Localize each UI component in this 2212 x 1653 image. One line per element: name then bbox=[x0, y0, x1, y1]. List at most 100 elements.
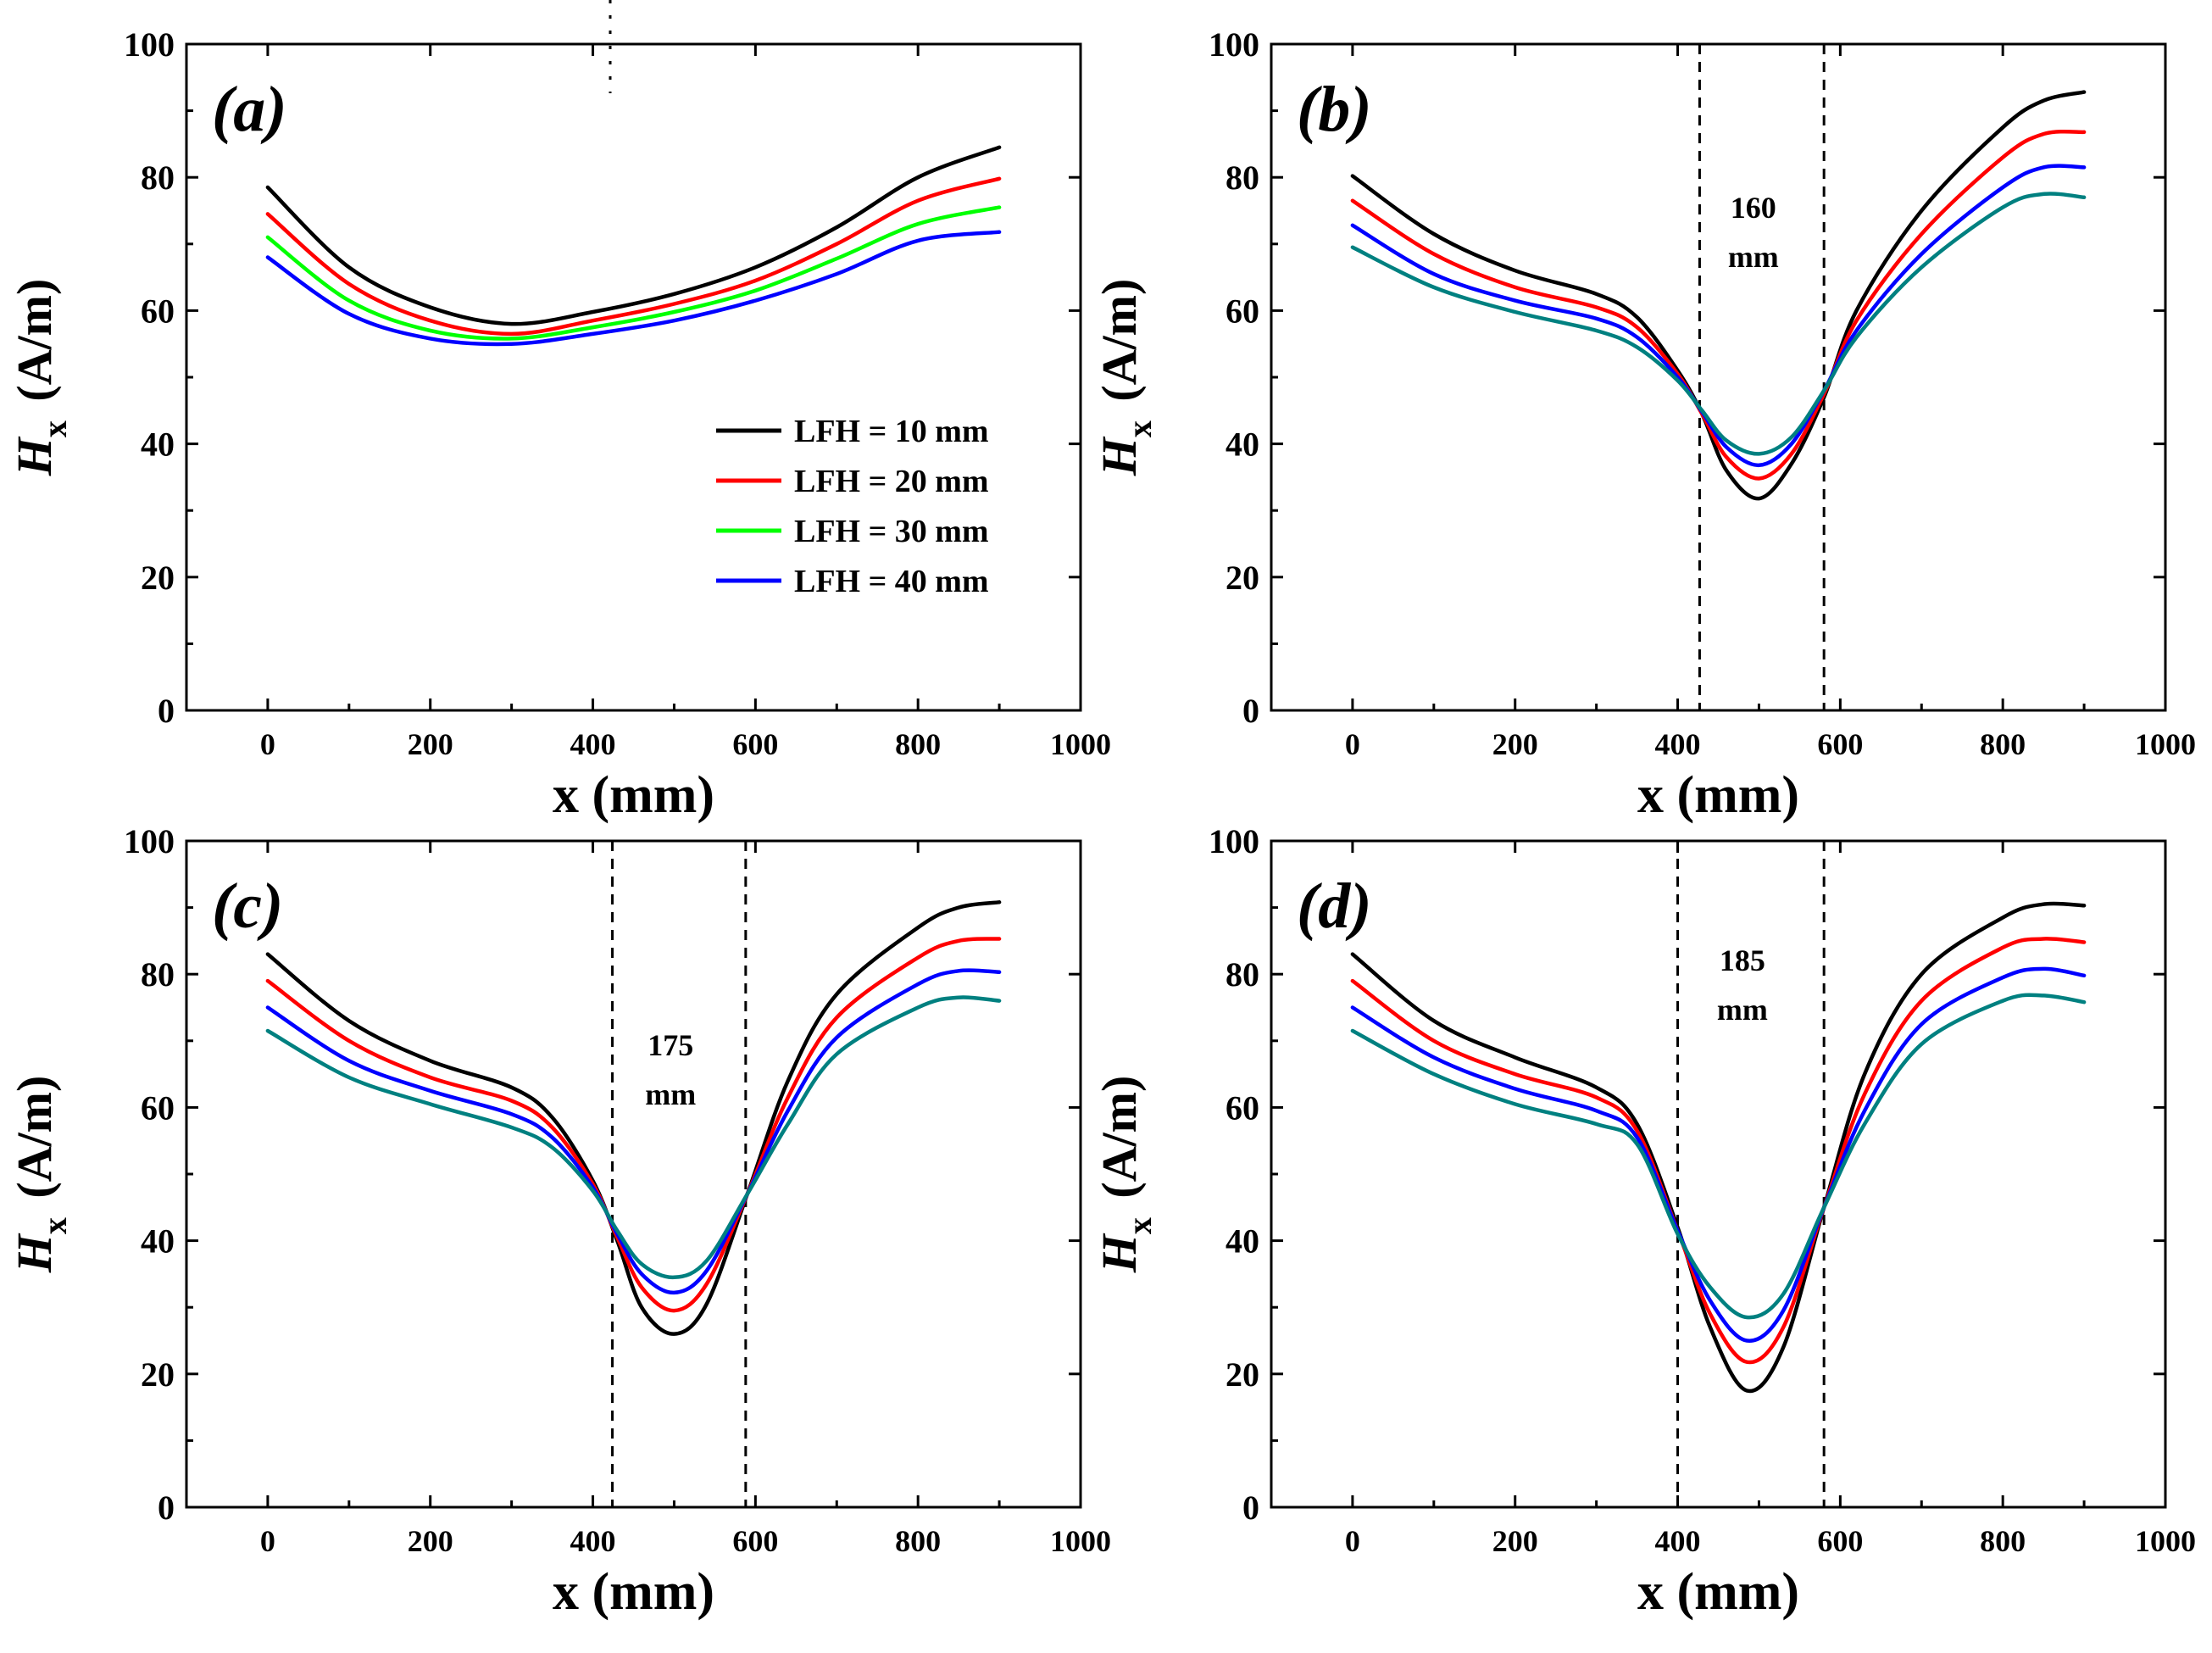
x-tick-label: 1000 bbox=[2135, 1524, 2196, 1558]
x-tick-label: 800 bbox=[1980, 727, 2026, 761]
series-line-lfh-10 bbox=[265, 900, 1002, 1336]
panel-3: 0 200 400 600 800 1000 0 20 40 60 80 100 x (mm) Hx (A… bbox=[1092, 822, 2196, 1621]
x-tick-label: 800 bbox=[895, 727, 941, 761]
y-tick-label: 60 bbox=[1225, 1088, 1259, 1127]
series-line-lfh-10 bbox=[1350, 90, 2087, 501]
x-tick-label: 1000 bbox=[1050, 1524, 1111, 1558]
y-axis-label-unit: (A/m) bbox=[7, 279, 62, 414]
x-tick-label: 0 bbox=[260, 1524, 275, 1558]
x-tick-label: 200 bbox=[1492, 1524, 1538, 1558]
x-axis-label: x (mm) bbox=[1637, 1563, 1799, 1621]
y-axis-label-symbol: H bbox=[7, 436, 62, 476]
x-tick-label: 600 bbox=[1817, 727, 1863, 761]
y-tick-label: 80 bbox=[1225, 159, 1259, 197]
x-tick-label: 0 bbox=[1345, 1524, 1360, 1558]
y-tick-label: 80 bbox=[1225, 955, 1259, 993]
panel-label: (a) bbox=[212, 74, 287, 145]
y-tick-label: 100 bbox=[1209, 822, 1259, 860]
series-line-lfh-10 bbox=[265, 145, 1002, 326]
gap-annotation: mm bbox=[1717, 993, 1768, 1027]
y-tick-label: 100 bbox=[1209, 25, 1259, 64]
y-tick-label: 20 bbox=[141, 559, 175, 597]
y-tick-label: 60 bbox=[141, 292, 175, 330]
y-tick-label: 40 bbox=[141, 426, 175, 464]
panel-1: 0 200 400 600 800 1000 0 20 40 60 80 100 x (mm) Hx (A… bbox=[1092, 25, 2196, 824]
gap-annotation: mm bbox=[1728, 240, 1779, 274]
y-axis-label-symbol: H bbox=[1092, 436, 1147, 476]
legend-label: LFH = 30 mm bbox=[794, 514, 989, 549]
x-tick-label: 1000 bbox=[1050, 727, 1111, 761]
series-line-lfh-20 bbox=[265, 937, 1002, 1313]
y-tick-label: 80 bbox=[141, 159, 175, 197]
series-line-lfh-30 bbox=[1350, 164, 2087, 468]
panel-0: 0 200 400 600 800 1000 0 20 40 60 80 100 x (mm) Hx (A… bbox=[7, 25, 1111, 824]
y-tick-label: 60 bbox=[141, 1088, 175, 1127]
y-axis-label-symbol: H bbox=[1092, 1233, 1147, 1273]
x-tick-label: 200 bbox=[408, 1524, 453, 1558]
x-tick-label: 600 bbox=[732, 727, 778, 761]
plot-frame bbox=[1270, 42, 2167, 712]
panel-2: 0 200 400 600 800 1000 0 20 40 60 80 100 x (mm) Hx (A… bbox=[7, 822, 1111, 1621]
series-line-lfh-10 bbox=[1350, 901, 2087, 1394]
series-line-lfh-40 bbox=[1350, 993, 2087, 1320]
x-axis-label: x (mm) bbox=[553, 766, 714, 824]
gap-annotation: mm bbox=[645, 1077, 696, 1111]
x-axis-label: x (mm) bbox=[1637, 766, 1799, 824]
legend-label: LFH = 10 mm bbox=[794, 414, 989, 449]
y-axis-label: Hx (A/m) bbox=[7, 1076, 74, 1274]
y-axis-label-unit: (A/m) bbox=[1092, 279, 1147, 414]
y-tick-label: 100 bbox=[124, 25, 175, 64]
plot-frame bbox=[185, 42, 1082, 712]
y-tick-label: 0 bbox=[158, 692, 175, 730]
x-axis-label: x (mm) bbox=[553, 1563, 714, 1621]
y-axis-label-subscript: x bbox=[36, 420, 74, 437]
y-tick-label: 40 bbox=[141, 1222, 175, 1261]
gap-annotation: 175 bbox=[647, 1028, 693, 1062]
x-tick-label: 400 bbox=[570, 1524, 616, 1558]
y-axis-label: Hx (A/m) bbox=[7, 279, 74, 477]
gap-annotation: 185 bbox=[1720, 943, 1765, 977]
series-line-lfh-30 bbox=[1350, 966, 2087, 1343]
y-axis-label: Hx (A/m) bbox=[1092, 1076, 1159, 1274]
y-axis-label-unit: (A/m) bbox=[1092, 1076, 1147, 1211]
y-tick-label: 20 bbox=[1225, 1355, 1259, 1394]
plot-frame bbox=[185, 839, 1082, 1509]
panel-label: (d) bbox=[1297, 871, 1372, 942]
x-tick-label: 800 bbox=[895, 1524, 941, 1558]
x-tick-label: 400 bbox=[1655, 1524, 1701, 1558]
y-axis-label-symbol: H bbox=[7, 1233, 62, 1273]
x-tick-label: 1000 bbox=[2135, 727, 2196, 761]
x-tick-label: 200 bbox=[1492, 727, 1538, 761]
x-tick-label: 400 bbox=[1655, 727, 1701, 761]
series-line-lfh-20 bbox=[265, 176, 1002, 337]
y-axis-label: Hx (A/m) bbox=[1092, 279, 1159, 477]
legend-label: LFH = 40 mm bbox=[794, 564, 989, 599]
series-line-lfh-30 bbox=[265, 205, 1002, 341]
x-tick-label: 0 bbox=[260, 727, 275, 761]
x-tick-label: 200 bbox=[408, 727, 453, 761]
y-tick-label: 0 bbox=[1242, 1489, 1259, 1527]
series-line-lfh-20 bbox=[1350, 129, 2087, 481]
y-tick-label: 60 bbox=[1225, 292, 1259, 330]
y-tick-label: 0 bbox=[158, 1489, 175, 1527]
series-line-lfh-40 bbox=[265, 995, 1002, 1280]
series-line-lfh-20 bbox=[1350, 937, 2087, 1365]
panel-label: (b) bbox=[1297, 74, 1372, 145]
x-tick-label: 0 bbox=[1345, 727, 1360, 761]
y-tick-label: 100 bbox=[124, 822, 175, 860]
legend-label: LFH = 20 mm bbox=[794, 464, 989, 499]
series-line-lfh-40 bbox=[265, 230, 1002, 347]
y-tick-label: 20 bbox=[1225, 559, 1259, 597]
y-tick-label: 40 bbox=[1225, 426, 1259, 464]
y-axis-label-subscript: x bbox=[36, 1217, 74, 1234]
series-line-lfh-30 bbox=[265, 968, 1002, 1295]
x-tick-label: 400 bbox=[570, 727, 616, 761]
x-tick-label: 600 bbox=[1817, 1524, 1863, 1558]
x-tick-label: 800 bbox=[1980, 1524, 2026, 1558]
y-tick-label: 80 bbox=[141, 955, 175, 993]
y-axis-label-subscript: x bbox=[1120, 1217, 1159, 1234]
y-tick-label: 40 bbox=[1225, 1222, 1259, 1261]
gap-annotation: 160 bbox=[1731, 191, 1776, 225]
y-tick-label: 0 bbox=[1242, 692, 1259, 730]
